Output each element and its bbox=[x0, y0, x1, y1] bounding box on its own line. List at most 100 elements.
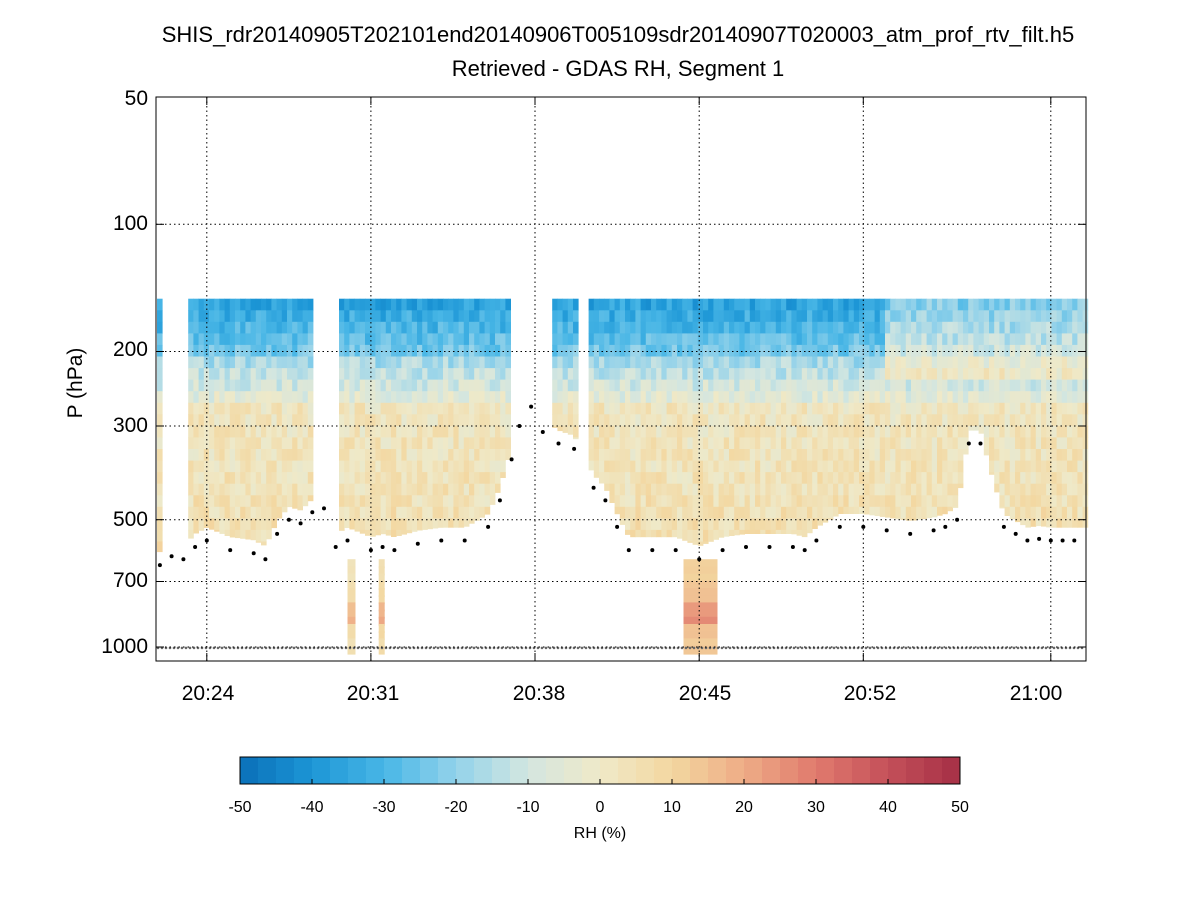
cloud-top-point bbox=[908, 531, 913, 536]
heatmap-cell bbox=[999, 472, 1005, 485]
heatmap-cell bbox=[1051, 460, 1057, 473]
heatmap-cell bbox=[1009, 298, 1016, 311]
heatmap-cell bbox=[625, 483, 631, 496]
heatmap-cell bbox=[240, 506, 246, 519]
heatmap-cell bbox=[895, 298, 901, 311]
heatmap-cell bbox=[219, 425, 225, 438]
heatmap-cell bbox=[671, 472, 678, 485]
heatmap-cell bbox=[994, 356, 1000, 369]
heatmap-cell bbox=[999, 506, 1005, 509]
heatmap-cell bbox=[1061, 518, 1068, 528]
heatmap-cell bbox=[687, 333, 693, 346]
heatmap-cell bbox=[437, 298, 444, 311]
heatmap-cell bbox=[266, 495, 272, 508]
heatmap-cell bbox=[968, 298, 974, 311]
heatmap-cell bbox=[593, 391, 600, 404]
heatmap-cell bbox=[1072, 310, 1078, 323]
heatmap-cell bbox=[999, 495, 1005, 508]
heatmap-cell bbox=[359, 518, 366, 531]
heatmap-cell bbox=[458, 391, 465, 404]
heatmap-cell bbox=[869, 437, 875, 450]
heatmap-cell bbox=[775, 495, 782, 508]
heatmap-cell bbox=[900, 368, 907, 381]
surface-point bbox=[224, 646, 228, 650]
heatmap-cell bbox=[474, 356, 480, 369]
heatmap-cell bbox=[817, 472, 823, 485]
heatmap-cell bbox=[1020, 344, 1026, 357]
heatmap-cell bbox=[968, 368, 974, 381]
heatmap-cell bbox=[1035, 379, 1042, 392]
heatmap-cell bbox=[1056, 495, 1063, 508]
heatmap-cell bbox=[380, 437, 387, 450]
heatmap-cell bbox=[458, 506, 465, 519]
heatmap-cell bbox=[1041, 379, 1047, 392]
heatmap-cell bbox=[1077, 425, 1083, 438]
heatmap-cell bbox=[718, 495, 725, 508]
heatmap-cell bbox=[952, 460, 959, 473]
heatmap-cell bbox=[250, 356, 257, 369]
heatmap-cell bbox=[495, 321, 501, 334]
cloud-top-point bbox=[275, 531, 280, 536]
heatmap-cell bbox=[344, 483, 350, 496]
heatmap-cell bbox=[1020, 379, 1026, 392]
heatmap-cell bbox=[708, 310, 714, 323]
heatmap-cell bbox=[255, 310, 262, 323]
heatmap-cell bbox=[557, 368, 563, 381]
heatmap-cell bbox=[609, 495, 615, 503]
heatmap-cell bbox=[1025, 414, 1031, 427]
heatmap-cell bbox=[479, 506, 485, 518]
colorbar-cell bbox=[528, 757, 547, 784]
heatmap-cell bbox=[999, 298, 1005, 311]
heatmap-cell bbox=[718, 333, 725, 346]
heatmap-cell bbox=[661, 310, 667, 323]
heatmap-cell bbox=[359, 391, 366, 404]
heatmap-cell bbox=[921, 449, 927, 461]
heatmap-cell bbox=[718, 529, 725, 538]
heatmap-cell bbox=[796, 402, 803, 415]
heatmap-cell bbox=[796, 333, 803, 346]
heatmap-cell bbox=[302, 333, 309, 346]
cloud-top-point bbox=[517, 424, 522, 428]
heatmap-cell bbox=[1035, 356, 1042, 369]
heatmap-cell bbox=[718, 483, 725, 496]
heatmap-cell bbox=[250, 298, 257, 311]
heatmap-cell bbox=[687, 321, 693, 334]
heatmap-cell bbox=[1015, 414, 1021, 427]
heatmap-cell bbox=[562, 298, 569, 311]
heatmap-cell bbox=[791, 425, 797, 438]
heatmap-cell bbox=[255, 495, 262, 508]
heatmap-cell bbox=[853, 506, 860, 514]
heatmap-cell bbox=[1072, 472, 1078, 485]
heatmap-cell bbox=[432, 344, 439, 357]
surface-point bbox=[512, 646, 516, 650]
heatmap-cell bbox=[687, 344, 693, 357]
heatmap-cell bbox=[1056, 506, 1063, 519]
heatmap-cell bbox=[734, 518, 740, 531]
heatmap-cell bbox=[775, 391, 782, 404]
heatmap-cell bbox=[599, 391, 605, 404]
heatmap-cell bbox=[391, 391, 397, 404]
heatmap-cell bbox=[755, 310, 761, 323]
heatmap-cell bbox=[235, 321, 241, 334]
heatmap-cell bbox=[666, 425, 673, 438]
heatmap-cell bbox=[1035, 437, 1042, 450]
surface-point bbox=[476, 646, 480, 650]
surface-point bbox=[180, 646, 184, 650]
heatmap-cell bbox=[401, 518, 407, 531]
heatmap-cell bbox=[219, 310, 225, 323]
heatmap-cell bbox=[739, 414, 745, 427]
heatmap-cell bbox=[567, 402, 574, 415]
heatmap-cell bbox=[427, 460, 433, 473]
heatmap-cell bbox=[302, 344, 309, 357]
heatmap-cell bbox=[937, 449, 943, 461]
heatmap-cell bbox=[781, 310, 787, 323]
heatmap-cell bbox=[760, 310, 766, 323]
heatmap-cell bbox=[235, 518, 241, 531]
heatmap-cell bbox=[417, 298, 423, 311]
heatmap-cell bbox=[838, 414, 844, 427]
heatmap-cell bbox=[843, 495, 849, 508]
heatmap-cell bbox=[765, 425, 771, 438]
heatmap-cell bbox=[645, 391, 652, 404]
heatmap-cell bbox=[614, 356, 621, 369]
heatmap-cell bbox=[188, 518, 194, 531]
